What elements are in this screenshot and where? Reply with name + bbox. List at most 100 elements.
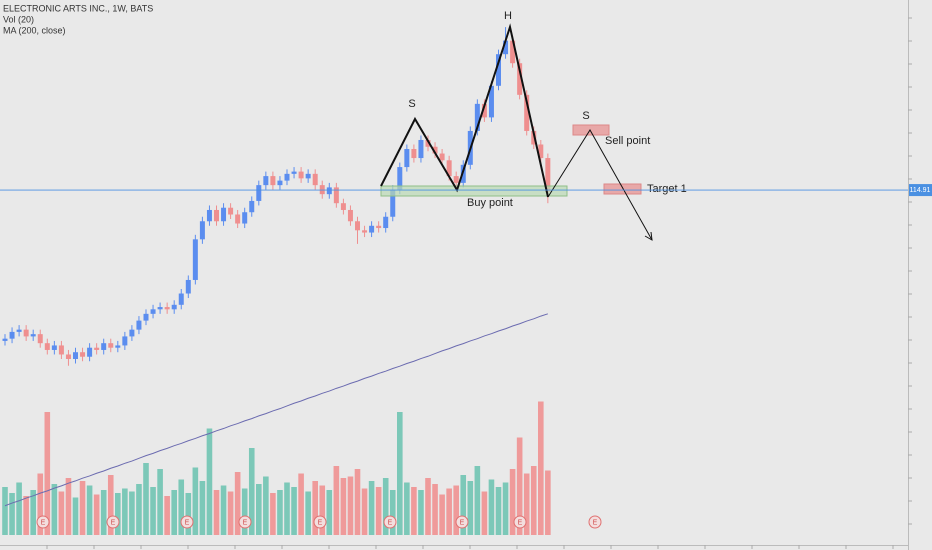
volume-bar <box>354 469 361 535</box>
volume-bar <box>86 485 93 535</box>
candle-body <box>171 304 177 310</box>
volume-bar <box>192 467 199 535</box>
volume-bar <box>256 484 262 535</box>
volume-bar <box>397 412 403 535</box>
candle-body <box>136 320 142 330</box>
volume-bar <box>150 487 156 535</box>
volume-bar <box>171 490 177 535</box>
volume-bar <box>298 473 304 535</box>
volume-bar <box>361 488 368 535</box>
earnings-marker <box>180 515 194 529</box>
volume-bar <box>199 481 206 535</box>
volume-bar <box>305 491 311 535</box>
volume-bar <box>93 494 100 535</box>
candle-body <box>298 171 304 179</box>
volume-bar <box>502 482 509 535</box>
candle-body <box>418 139 424 159</box>
buy-zone <box>380 185 568 197</box>
candle-body <box>453 176 459 183</box>
volume-bar <box>122 488 128 535</box>
volume-bar <box>439 494 445 535</box>
volume-bar <box>263 476 269 535</box>
volume-bar <box>538 401 544 535</box>
candle-body <box>73 352 78 359</box>
volume-bar <box>143 463 149 535</box>
volume-bar <box>58 491 65 535</box>
volume-bar <box>164 496 170 535</box>
candle-body <box>347 209 353 222</box>
candle-body <box>242 212 248 224</box>
volume-bar <box>432 484 438 535</box>
candle-body <box>376 225 382 229</box>
chart-title: ELECTRONIC ARTS INC., 1W, BATS <box>3 3 153 13</box>
candle-body <box>108 343 114 348</box>
earnings-marker <box>106 515 120 529</box>
candle-body <box>235 214 241 224</box>
earnings-label: E <box>318 519 323 526</box>
volume-bar <box>460 475 467 535</box>
target-label: Target 1 <box>647 183 687 195</box>
volume-bar <box>446 488 452 535</box>
last-price-tag <box>909 184 932 197</box>
candle-body <box>16 329 22 332</box>
candle-body <box>496 54 501 86</box>
head-label: H <box>504 10 512 22</box>
earnings-label: E <box>593 519 598 526</box>
candle-body <box>383 216 389 229</box>
earnings-label: E <box>460 519 465 526</box>
volume-bar <box>51 484 58 535</box>
earnings-label: E <box>518 519 523 526</box>
candle-body <box>488 85 494 118</box>
volume-bar <box>23 496 29 535</box>
volume-bar <box>270 493 276 535</box>
candle-body <box>185 279 191 294</box>
projection-line <box>547 129 653 241</box>
volume-bar <box>227 491 234 535</box>
candle-body <box>206 209 212 222</box>
volume-bar <box>319 485 326 535</box>
volume-bar <box>481 491 488 535</box>
volume-bar <box>157 469 163 535</box>
volume-bar <box>333 466 340 535</box>
earnings-marker <box>238 515 252 529</box>
sell-point-label: Sell point <box>605 135 650 147</box>
volume-bar <box>72 497 79 535</box>
earnings-marker <box>313 515 327 529</box>
candle-body <box>228 207 234 215</box>
candle-body <box>291 171 297 174</box>
candle-body <box>404 149 410 168</box>
right-shoulder-label: S <box>582 110 589 122</box>
indicator-label: MA (200, close) <box>3 25 66 35</box>
candle-body <box>305 173 311 179</box>
volume-bar <box>44 412 51 535</box>
volume-bar <box>277 490 283 535</box>
candle-body <box>538 144 544 159</box>
volume-bar <box>291 487 297 535</box>
candle-body <box>30 334 36 337</box>
volume-bar <box>2 487 8 535</box>
volume-bar <box>220 485 227 535</box>
candle-body <box>2 338 8 341</box>
candle-body <box>94 347 100 350</box>
volume-bar <box>37 473 44 535</box>
volume-bar <box>404 482 410 535</box>
volume-bar <box>326 490 333 535</box>
candle-body <box>263 176 269 186</box>
earnings-label: E <box>111 519 116 526</box>
candle-body <box>37 334 43 344</box>
candle-body <box>284 173 290 181</box>
volume-bar <box>495 487 502 535</box>
volume-bar <box>213 490 220 535</box>
candle-body <box>333 187 339 204</box>
volume-bar <box>545 470 551 535</box>
volume-bar <box>185 493 192 535</box>
candle-body <box>143 313 149 321</box>
target-zone <box>603 183 642 195</box>
volume-bar <box>530 466 537 535</box>
earnings-marker <box>588 515 602 529</box>
last-price-label: 114.91 <box>910 187 931 194</box>
volume-bar <box>178 479 185 535</box>
volume-bar <box>509 469 516 535</box>
candle-body <box>87 347 93 357</box>
